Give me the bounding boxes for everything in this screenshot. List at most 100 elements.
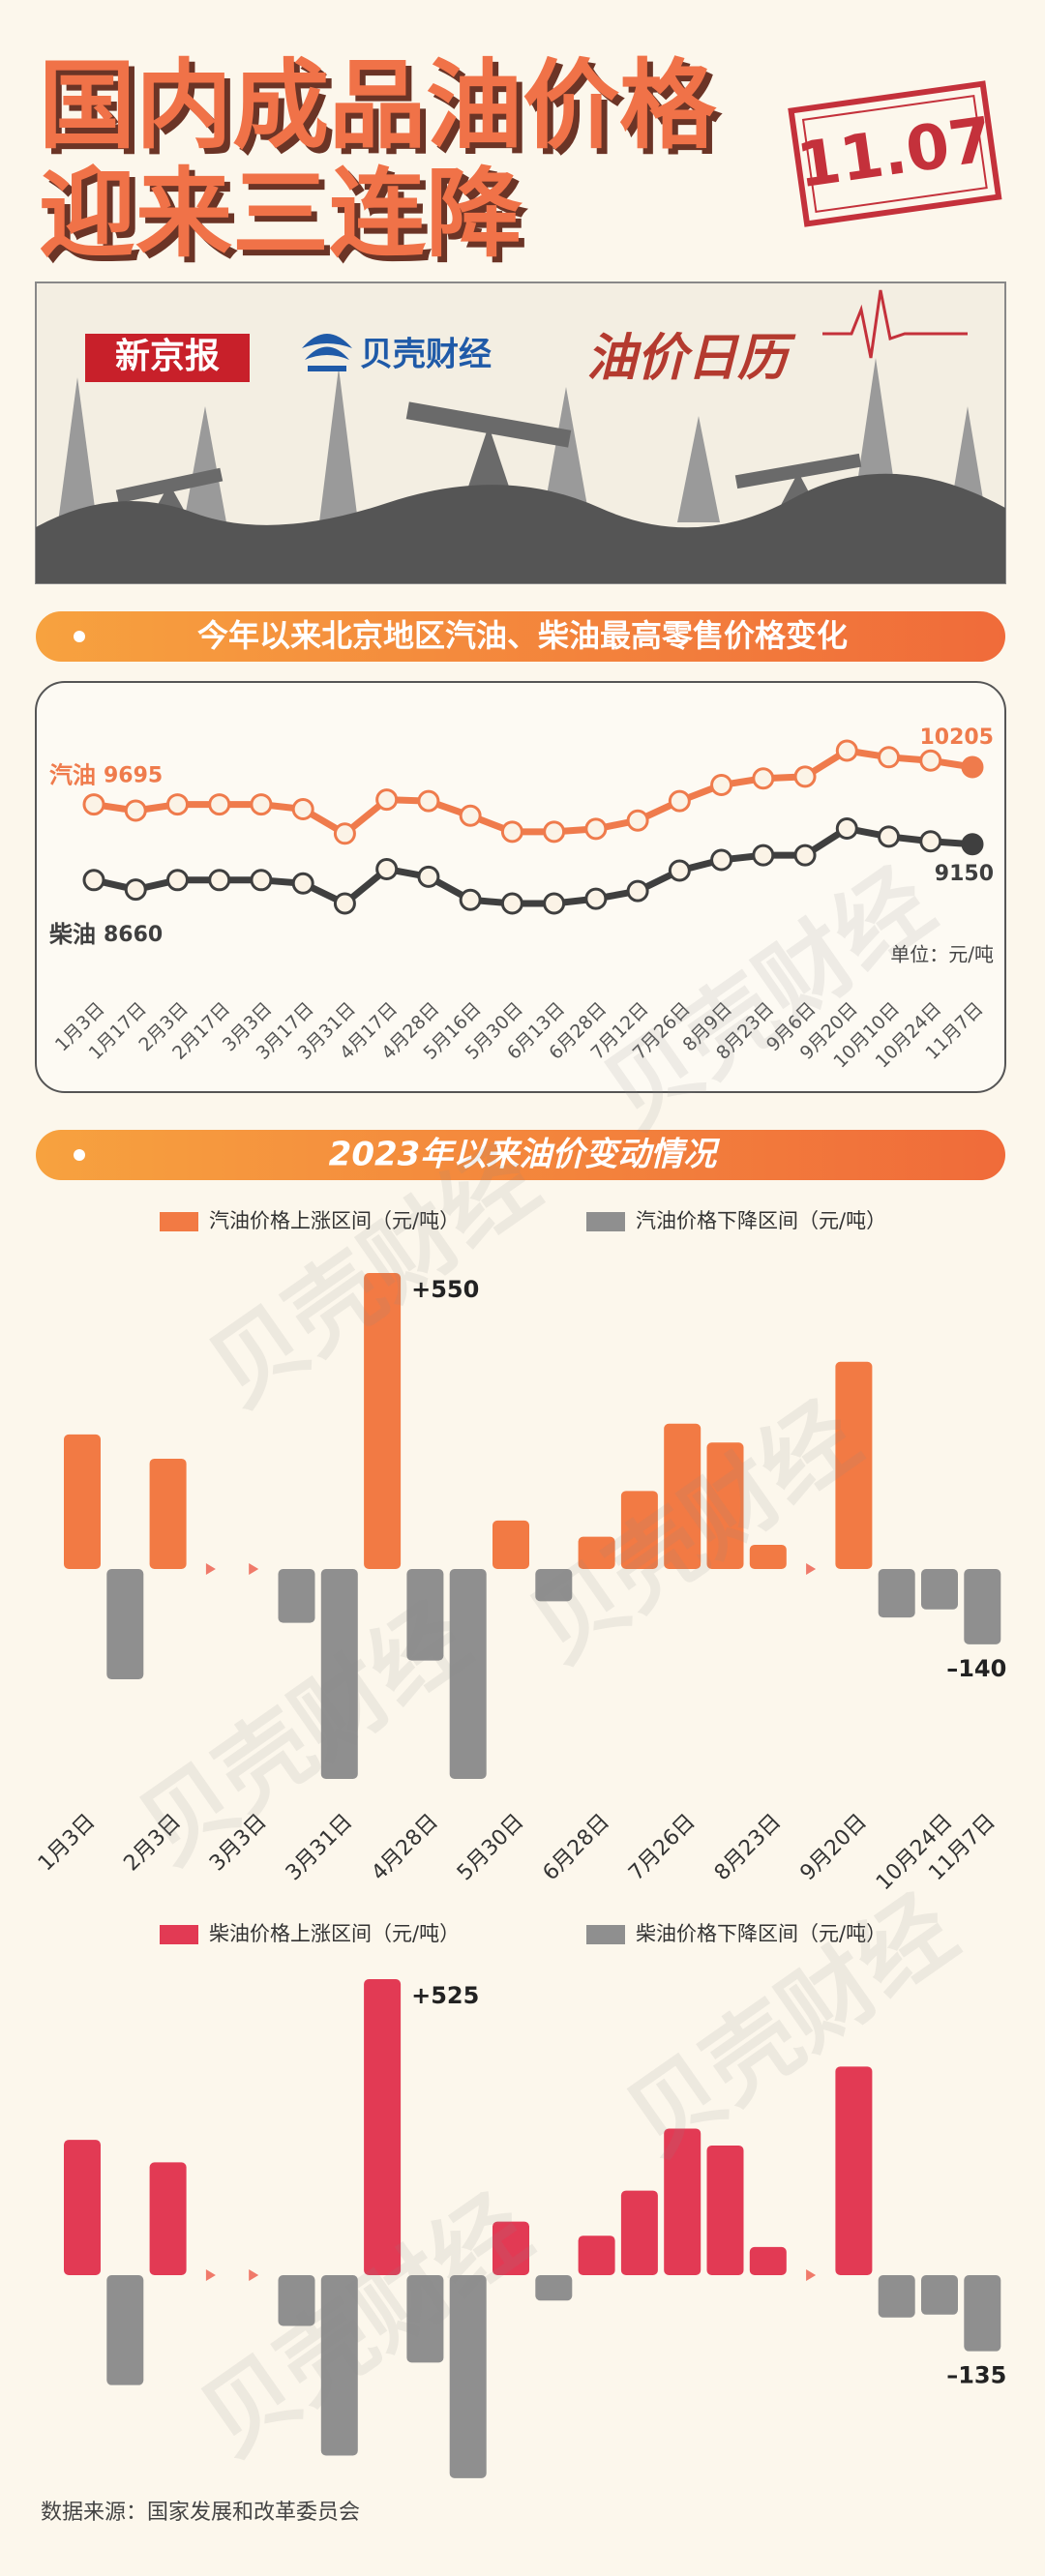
title-shadow: 迎来三连降: [45, 163, 528, 276]
point: [835, 817, 858, 841]
point: [543, 820, 566, 844]
no-change-marker: [806, 1563, 817, 1575]
no-change-marker: [806, 2269, 817, 2281]
bar: [320, 1569, 358, 1779]
data-label: 8660: [104, 923, 163, 947]
bar: [620, 2190, 658, 2275]
legend-swatch: [160, 1925, 198, 1944]
bar: [535, 1569, 573, 1602]
bar: [493, 2221, 529, 2275]
bar: [364, 1979, 402, 2275]
point: [584, 817, 608, 841]
point: [124, 878, 147, 902]
bar: [278, 2275, 315, 2326]
legend-swatch: [160, 1212, 198, 1231]
point: [919, 749, 942, 772]
point: [668, 789, 691, 813]
bar: [449, 2275, 487, 2478]
point: [500, 892, 523, 915]
logo-icon: [302, 334, 352, 371]
data-label: 10205: [919, 725, 994, 750]
point: [961, 755, 984, 779]
bar: [106, 2275, 144, 2385]
point: [626, 809, 649, 832]
point: [584, 887, 608, 910]
point: [752, 844, 775, 867]
point: [835, 739, 858, 762]
logo-box: [85, 334, 250, 382]
no-change-marker: [249, 1563, 259, 1575]
point: [710, 848, 733, 872]
bar: [664, 1423, 702, 1569]
point: [417, 789, 440, 813]
legend-label: 柴油价格下降区间（元/吨）: [636, 1922, 886, 1945]
bar: [878, 2275, 915, 2318]
section-header: [36, 611, 1005, 662]
point: [500, 820, 523, 844]
point: [543, 892, 566, 915]
legend-label: 汽油价格上涨区间（元/吨）: [209, 1209, 460, 1232]
bar: [106, 1569, 144, 1680]
bar: [664, 2128, 702, 2275]
logo: 贝壳财经: [360, 336, 492, 374]
bar: [921, 2275, 958, 2315]
bar: [64, 2140, 101, 2275]
point: [752, 767, 775, 790]
banner: 新京报 贝壳财经 油价日历: [35, 281, 1006, 584]
no-change-marker: [249, 2269, 259, 2281]
point: [668, 859, 691, 882]
bar: [964, 2275, 1001, 2352]
point: [291, 797, 314, 820]
bar: [620, 1491, 658, 1569]
bar: [835, 2066, 873, 2275]
series-name: 汽油: [49, 762, 96, 789]
series-name: 柴油: [48, 921, 96, 948]
data-label: –135: [946, 2362, 1006, 2389]
point: [333, 892, 356, 915]
ground: [36, 473, 1005, 583]
point: [626, 879, 649, 903]
legend-label: 柴油价格上涨区间（元/吨）: [209, 1922, 460, 1945]
data-label: +550: [411, 1276, 479, 1303]
banner-title: 油价日历: [586, 329, 796, 388]
bar: [449, 1569, 487, 1779]
bar: [835, 1361, 873, 1569]
bar: [535, 2275, 573, 2301]
point: [459, 804, 482, 827]
bar: [749, 1544, 787, 1569]
bar: [921, 1569, 958, 1610]
point: [82, 869, 105, 892]
point: [82, 793, 105, 816]
series-line: [93, 825, 973, 907]
bar: [320, 2275, 358, 2456]
point: [208, 793, 231, 816]
legend-swatch: [586, 1925, 625, 1944]
data-label: +525: [411, 1982, 479, 2009]
point: [333, 822, 356, 845]
point: [793, 844, 817, 867]
bar: [878, 1569, 915, 1618]
point: [459, 888, 482, 911]
legend-swatch: [586, 1212, 625, 1231]
title-shadow: 国内成品油价格: [45, 54, 723, 167]
section-header: [36, 1130, 1005, 1180]
point: [124, 799, 147, 822]
point: [793, 765, 817, 788]
point: [250, 869, 273, 892]
stamp-border: [788, 80, 1002, 227]
point: [417, 865, 440, 888]
data-label: 9695: [104, 764, 163, 788]
no-change-marker: [205, 2269, 216, 2281]
title-line: 国内成品油价格: [39, 48, 717, 162]
point: [878, 825, 901, 848]
bar: [749, 2246, 787, 2275]
legend-label: 汽油价格下降区间（元/吨）: [636, 1209, 886, 1232]
bar: [578, 2235, 615, 2275]
bar: [578, 1536, 615, 1569]
source: 数据来源：国家发展和改革委员会: [41, 2501, 360, 2525]
bar: [149, 2162, 187, 2275]
bar: [706, 1442, 744, 1569]
point: [291, 872, 314, 895]
stamp-inner: [801, 94, 988, 214]
